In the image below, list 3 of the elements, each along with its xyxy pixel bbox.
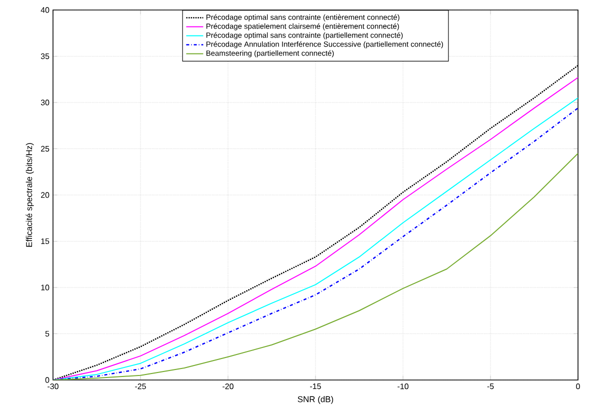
line-series [53,152,578,380]
y-axis-title: Efficacité spectrale (bits/Hz) [26,143,34,247]
x-axis-title: SNR (dB) [298,396,334,404]
